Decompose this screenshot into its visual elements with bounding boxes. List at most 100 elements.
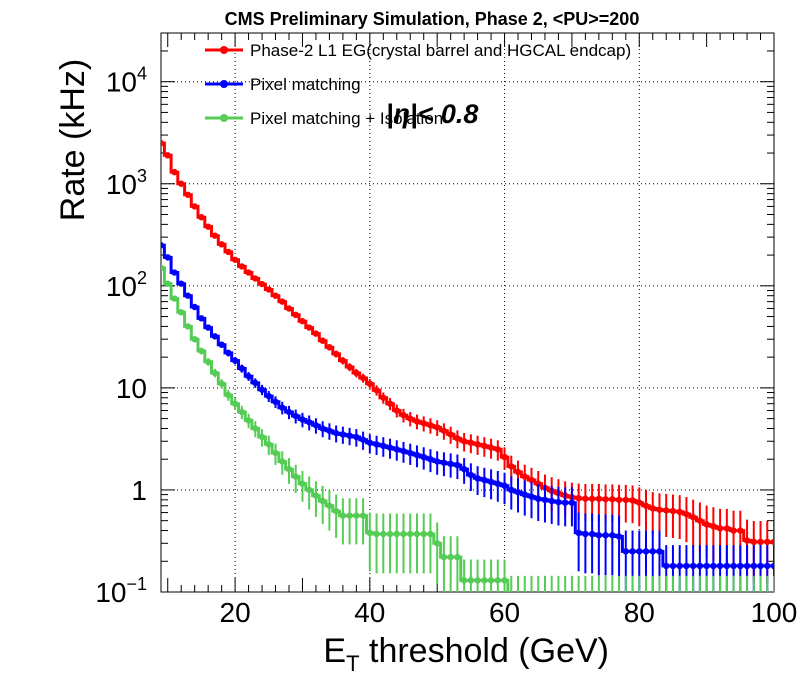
data-point [184, 323, 192, 330]
data-point [171, 295, 178, 302]
data-point [629, 497, 636, 504]
x-tick-labels: 20 40 60 80 100 [220, 597, 798, 628]
data-point [737, 527, 744, 534]
data-point [703, 593, 709, 599]
data-point [569, 593, 575, 599]
data-point [474, 475, 481, 482]
data-point [353, 433, 360, 441]
data-point [575, 529, 582, 537]
data-point [743, 537, 751, 544]
x-axis-label-sub: T [346, 651, 359, 673]
data-point [339, 431, 347, 438]
legend-entry-label: Pixel matching + Isolation [250, 109, 443, 128]
data-point [211, 232, 219, 239]
data-point [245, 269, 252, 276]
data-point [272, 398, 279, 406]
data-point [305, 486, 313, 494]
data-point [400, 447, 407, 455]
data-point [279, 404, 286, 411]
data-point [737, 562, 744, 570]
data-point [642, 548, 650, 555]
data-point [346, 363, 353, 371]
data-point [602, 496, 609, 503]
data-point [447, 553, 454, 561]
data-point [184, 191, 192, 198]
data-point [716, 562, 724, 570]
data-point [636, 548, 643, 555]
data-point [541, 496, 549, 504]
data-point [548, 497, 555, 505]
data-point [487, 478, 495, 486]
data-point [265, 441, 272, 448]
data-point [642, 502, 650, 509]
legend-entry-label: Phase-2 L1 EG(crystal barrel and HGCAL e… [250, 41, 631, 60]
data-point [427, 456, 434, 463]
y-tick-label-base: 10 [116, 373, 147, 404]
data-point [609, 593, 615, 599]
data-point [258, 386, 266, 393]
data-point [460, 438, 468, 445]
data-point [178, 180, 185, 187]
data-point [359, 374, 367, 382]
data-point [535, 495, 542, 502]
series-3 [161, 264, 774, 599]
data-point [440, 553, 448, 561]
legend: Phase-2 L1 EG(crystal barrel and HGCAL e… [205, 41, 631, 128]
data-point [460, 465, 468, 473]
data-point [198, 315, 205, 322]
data-point [562, 593, 568, 599]
data-point [366, 439, 374, 446]
data-point [717, 593, 723, 599]
data-point [319, 425, 326, 432]
data-point [690, 593, 696, 599]
data-point [609, 496, 616, 503]
y-tick-label-base: 10 [106, 67, 137, 98]
data-point [615, 533, 623, 540]
data-point [231, 256, 239, 263]
data-point [663, 507, 670, 514]
data-point [326, 427, 333, 434]
data-point [272, 449, 279, 457]
data-point [622, 548, 630, 555]
data-point [697, 593, 703, 599]
y-tick-label-base: 10 [95, 577, 126, 608]
data-point [521, 473, 528, 480]
data-point [164, 254, 171, 261]
data-point [413, 451, 421, 459]
y-tick-label: 10−1 [95, 574, 147, 608]
data-point [737, 593, 743, 599]
data-point [252, 425, 259, 432]
data-point [676, 593, 682, 599]
data-point [521, 491, 528, 498]
data-point [305, 419, 313, 426]
data-point [696, 562, 704, 570]
data-point [723, 525, 731, 532]
data-point [279, 298, 286, 305]
data-point [231, 357, 239, 364]
data-point [433, 424, 441, 431]
data-point [649, 548, 656, 555]
data-point [770, 562, 774, 570]
data-point [252, 275, 259, 282]
series-1 [161, 139, 774, 583]
data-point [440, 459, 448, 466]
data-point [454, 553, 461, 561]
data-point [730, 593, 736, 599]
y-tick-label: 10 [116, 373, 147, 404]
data-point [683, 562, 690, 570]
data-point [191, 335, 198, 343]
data-point [305, 324, 313, 331]
data-point [575, 494, 582, 502]
data-point [299, 416, 306, 423]
data-point [710, 562, 717, 570]
data-point [245, 373, 252, 380]
data-point [528, 593, 534, 599]
data-point [292, 412, 299, 420]
data-point [494, 480, 502, 487]
data-point [622, 496, 630, 504]
data-point [649, 505, 656, 512]
eta-annotation: |η|< 0.8 [386, 99, 478, 129]
data-point [750, 562, 757, 570]
data-point [198, 347, 205, 355]
y-tick-label: 104 [106, 64, 147, 98]
